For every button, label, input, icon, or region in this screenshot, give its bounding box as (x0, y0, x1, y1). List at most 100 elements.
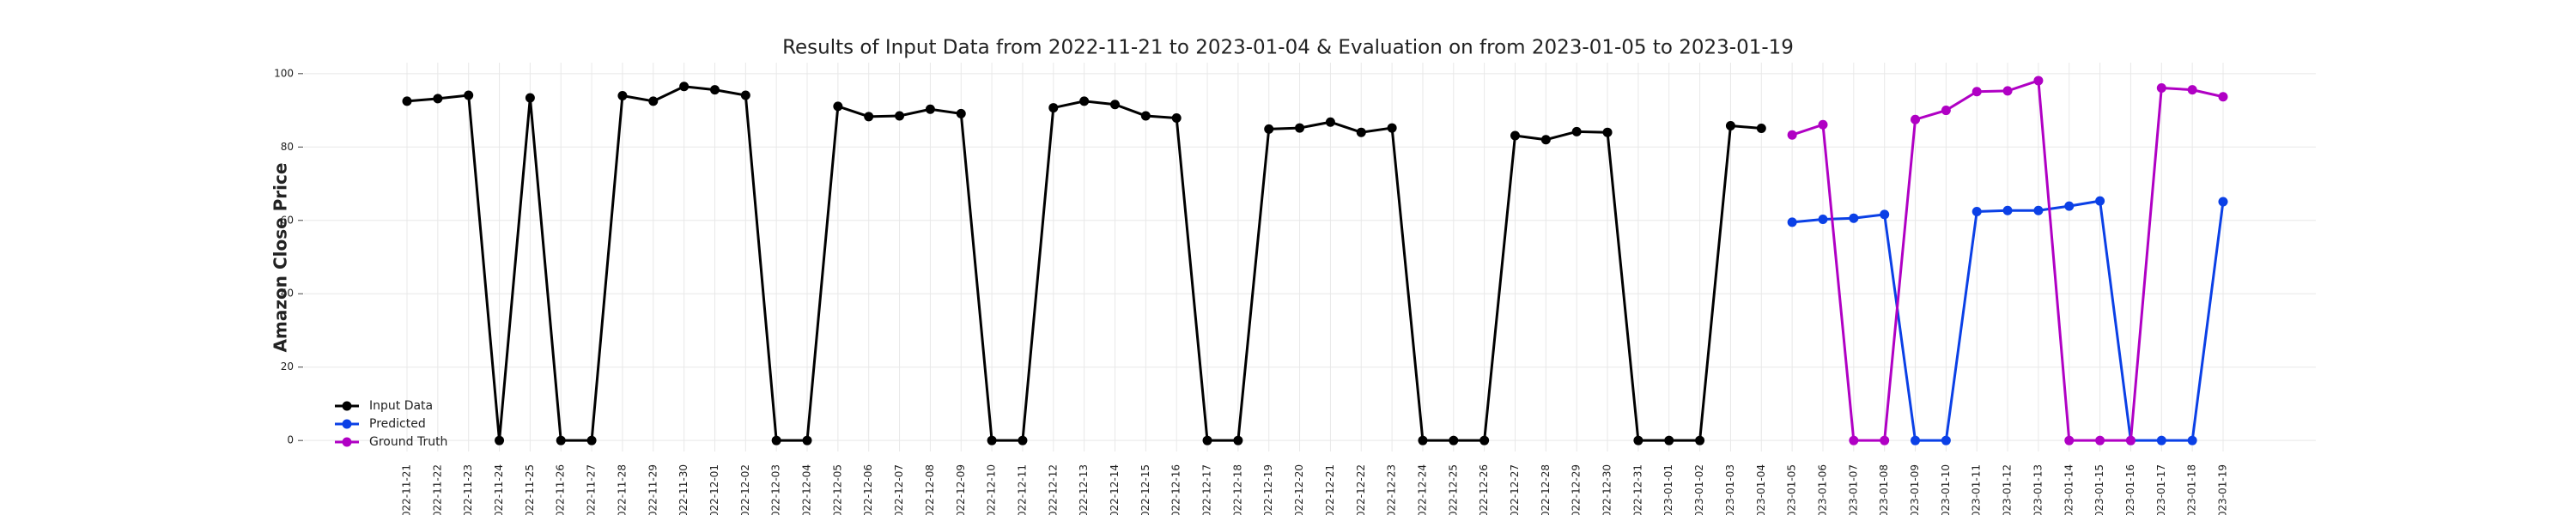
x-tick-label: 2022-12-17 (1201, 464, 1213, 515)
data-point (1571, 126, 1582, 136)
data-point (679, 82, 690, 92)
x-tick-label: 2022-12-06 (862, 464, 874, 515)
data-point (433, 94, 443, 104)
y-tick-label: 60 (281, 214, 294, 226)
data-point (2002, 86, 2013, 96)
data-point (2156, 435, 2166, 445)
data-point (2064, 435, 2075, 445)
x-tick-label: 2022-12-09 (955, 464, 967, 515)
x-tick-label: 2022-12-03 (770, 464, 782, 515)
legend-label: Predicted (369, 417, 426, 431)
x-tick-label: 2023-01-12 (2002, 464, 2014, 515)
x-tick-label: 2023-01-05 (1786, 464, 1798, 515)
x-tick-label: 2023-01-07 (1847, 464, 1859, 515)
data-point (495, 435, 505, 445)
x-tick-label: 2022-12-02 (739, 464, 751, 515)
data-point (1911, 435, 1921, 445)
data-point (1264, 124, 1274, 134)
data-point (1787, 217, 1797, 227)
x-tick-label: 2022-12-27 (1509, 464, 1521, 515)
x-tick-label: 2022-11-28 (616, 464, 628, 515)
data-point (2218, 197, 2228, 207)
x-tick-label: 2022-12-23 (1386, 464, 1398, 515)
x-tick-label: 2023-01-09 (1909, 464, 1921, 515)
x-tick-label: 2022-11-23 (462, 464, 474, 515)
data-point (1633, 435, 1643, 445)
data-point (1756, 123, 1766, 133)
x-tick-label: 2022-12-26 (1478, 464, 1490, 515)
data-point (1479, 435, 1490, 445)
x-tick-label: 2022-11-30 (677, 464, 690, 515)
data-point (556, 435, 566, 445)
data-point (895, 111, 905, 121)
x-tick-label: 2022-12-12 (1047, 464, 1059, 515)
data-point (2187, 435, 2197, 445)
x-tick-label: 2022-12-08 (924, 464, 936, 515)
x-tick-label: 2022-12-20 (1293, 464, 1305, 515)
data-point (1109, 100, 1120, 110)
data-point (617, 90, 628, 100)
data-point (1602, 127, 1613, 137)
x-tick-label: 2022-11-26 (555, 464, 567, 515)
x-tick-label: 2022-12-14 (1109, 464, 1121, 515)
legend-label: Ground Truth (369, 435, 447, 449)
data-point (1418, 435, 1428, 445)
data-point (1079, 96, 1090, 106)
data-point (2095, 196, 2105, 206)
data-point (1510, 130, 1521, 141)
y-tick-label: 0 (287, 434, 294, 446)
data-point (1140, 111, 1151, 121)
x-tick-label: 2022-12-22 (1355, 464, 1367, 515)
data-point (1171, 113, 1182, 124)
data-point (740, 90, 750, 100)
x-tick-label: 2022-12-24 (1416, 464, 1428, 515)
x-tick-label: 2022-12-11 (1016, 464, 1028, 515)
data-point (1295, 123, 1305, 133)
data-point (402, 96, 412, 106)
y-tick-label: 40 (281, 288, 294, 300)
data-point (2033, 76, 2044, 86)
x-tick-label: 2022-12-29 (1571, 464, 1583, 515)
x-tick-label: 2022-12-16 (1170, 464, 1182, 515)
data-point (1941, 435, 1951, 445)
data-point (464, 90, 474, 100)
data-point (1818, 119, 1828, 130)
data-point (1971, 87, 1982, 97)
x-tick-label: 2022-12-31 (1631, 464, 1643, 515)
x-tick-label: 2023-01-16 (2124, 464, 2136, 515)
x-tick-label: 2022-12-21 (1324, 464, 1336, 515)
data-point (586, 435, 597, 445)
data-point (709, 85, 720, 95)
x-tick-label: 2022-12-15 (1139, 464, 1151, 515)
x-tick-label: 2022-11-22 (431, 464, 443, 515)
data-point (2002, 205, 2013, 215)
data-point (1911, 114, 1921, 124)
data-point (1849, 213, 1859, 223)
x-tick-label: 2022-11-21 (401, 464, 413, 515)
data-point (2156, 82, 2166, 93)
x-tick-label: 2023-01-11 (1971, 464, 1983, 515)
data-point (2187, 85, 2197, 95)
data-point (956, 108, 966, 118)
x-tick-label: 2022-11-24 (493, 464, 505, 515)
data-point (1018, 435, 1028, 445)
data-point (771, 435, 781, 445)
data-point (1664, 435, 1674, 445)
x-tick-label: 2023-01-03 (1724, 464, 1736, 515)
y-tick-label: 80 (281, 141, 294, 153)
x-tick-label: 2022-12-25 (1447, 464, 1459, 515)
data-point (1880, 435, 1890, 445)
x-tick-label: 2023-01-02 (1693, 464, 1705, 515)
data-point (864, 112, 874, 122)
x-tick-label: 2022-12-07 (893, 464, 905, 515)
x-tick-label: 2023-01-04 (1755, 464, 1767, 515)
x-tick-label: 2023-01-17 (2155, 464, 2167, 515)
x-tick-label: 2022-12-04 (801, 464, 813, 515)
x-tick-label: 2023-01-06 (1816, 464, 1828, 515)
x-tick-label: 2023-01-01 (1662, 464, 1674, 515)
legend-label: Input Data (369, 399, 433, 413)
data-point (648, 96, 659, 106)
data-point (1233, 435, 1243, 445)
x-tick-label: 2022-12-19 (1262, 464, 1274, 515)
